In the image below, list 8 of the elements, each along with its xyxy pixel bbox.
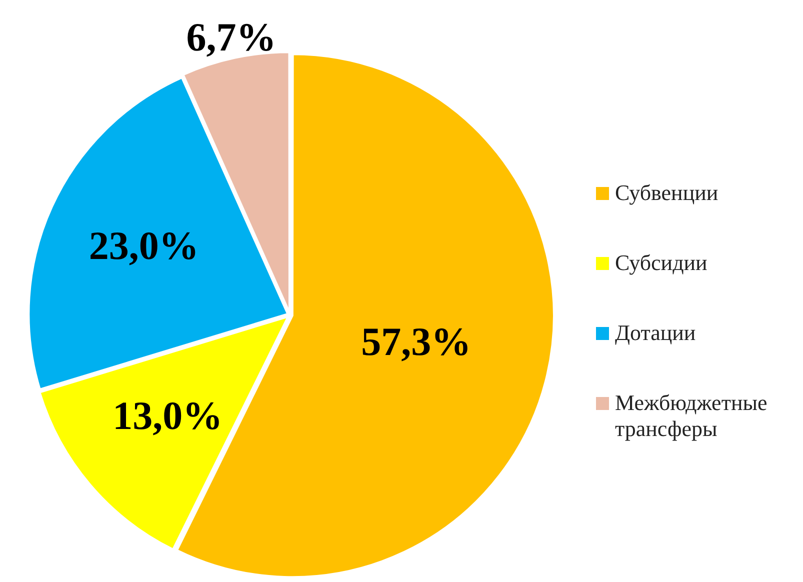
legend-label: Субсидии — [615, 250, 708, 276]
data-label: 6,7% — [186, 14, 276, 60]
data-label: 23,0% — [88, 222, 199, 268]
data-label: 13,0% — [112, 393, 223, 438]
legend-label: Межбюджетные трансферы — [615, 390, 768, 442]
legend-label: Субвенции — [615, 180, 718, 206]
data-label: 57,3% — [361, 318, 472, 364]
legend-label: Дотации — [615, 320, 696, 346]
